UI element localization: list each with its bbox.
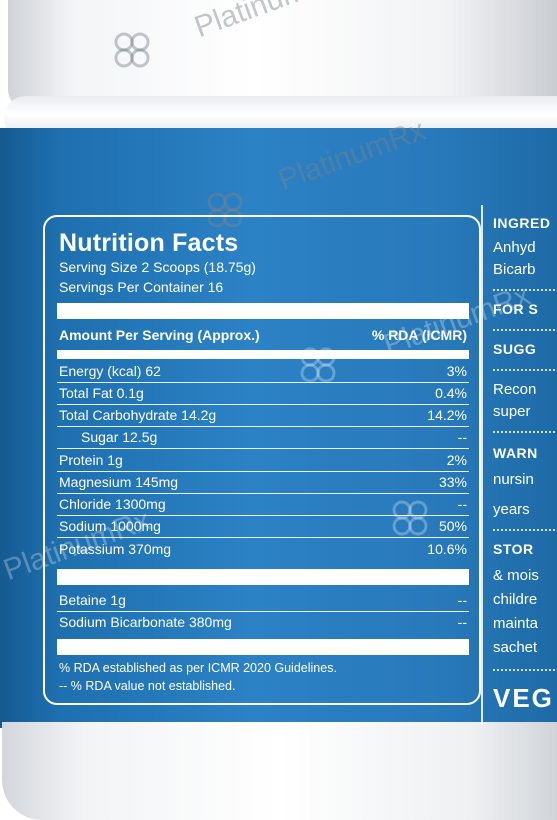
nutrient-name: Sodium Bicarbonate 380mg <box>59 614 232 630</box>
nutrient-row: Protein 1g 2% <box>59 452 469 472</box>
nutrient-row: Sodium 1000mg 50% <box>59 518 469 538</box>
watermark-logo-icon <box>114 32 150 68</box>
nutrient-name: Magnesium 145mg <box>59 474 179 490</box>
nutrient-name: Protein 1g <box>59 452 123 468</box>
dotted-divider <box>493 289 557 291</box>
nutrient-row: Energy (kcal) 62 3% <box>59 363 469 383</box>
nutrient-rda: 10.6% <box>427 541 467 557</box>
nutrient-rda: 14.2% <box>427 407 467 423</box>
thick-divider <box>57 639 469 655</box>
row-divider <box>57 382 469 383</box>
dotted-divider <box>493 329 557 331</box>
column-header: Amount Per Serving (Approx.) % RDA (ICMR… <box>59 327 469 343</box>
nutrient-rda: -- <box>457 592 467 608</box>
row-divider <box>57 537 469 538</box>
suggested-use-text: super <box>493 403 531 420</box>
row-divider <box>57 493 469 494</box>
nutrient-name: Energy (kcal) 62 <box>59 363 161 379</box>
nutrient-rda: 33% <box>438 474 467 490</box>
footnote-not-established: -- % RDA value not established. <box>59 679 236 693</box>
nutrient-rda: 2% <box>446 452 467 468</box>
storage-text: sachet <box>493 639 538 656</box>
nutrient-row: Total Carbohydrate 14.2g 14.2% <box>59 407 469 427</box>
watermark-logo-icon <box>392 500 428 536</box>
footnote-rda: % RDA established as per ICMR 2020 Guide… <box>59 661 337 675</box>
rda-header: % RDA (ICMR) <box>371 327 467 343</box>
storage-heading: STOR <box>493 541 534 557</box>
dotted-divider <box>493 369 557 371</box>
thick-divider <box>57 569 469 585</box>
row-divider <box>57 515 469 516</box>
jar-lid <box>8 0 557 108</box>
servings-per-container: Servings Per Container 16 <box>59 279 224 295</box>
nutrition-title: Nutrition Facts <box>59 229 239 257</box>
storage-text: mainta <box>493 615 539 632</box>
dotted-divider <box>493 431 557 433</box>
thick-divider <box>57 303 469 319</box>
nutrient-rda: -- <box>457 429 467 445</box>
row-divider <box>57 471 469 472</box>
suggested-use-text: Recon <box>493 381 537 398</box>
nutrient-name: Sugar 12.5g <box>81 429 158 445</box>
nutrient-row: Total Fat 0.1g 0.4% <box>59 385 469 405</box>
for-heading: FOR S <box>493 301 539 317</box>
jar-label <box>0 128 557 728</box>
side-divider <box>481 205 483 725</box>
nutrient-row: Magnesium 145mg 33% <box>59 474 469 494</box>
nutrition-facts-panel: Nutrition Facts Serving Size 2 Scoops (1… <box>43 215 481 705</box>
nutrient-name: Chloride 1300mg <box>59 496 166 512</box>
ingredients-text: Bicarb <box>493 261 536 278</box>
nutrient-rda: -- <box>457 614 467 630</box>
serving-size: Serving Size 2 Scoops (18.75g) <box>59 259 256 275</box>
veg-mark: VEG <box>493 683 554 713</box>
storage-text: childre <box>493 591 538 608</box>
nutrient-row: Sodium Bicarbonate 380mg -- <box>59 614 469 634</box>
nutrient-name: Total Fat 0.1g <box>59 385 144 401</box>
nutrient-row: Betaine 1g -- <box>59 592 469 612</box>
row-divider <box>57 426 469 427</box>
nutrient-name: Potassium 370mg <box>59 541 172 557</box>
nutrient-name: Sodium 1000mg <box>59 518 161 534</box>
nutrient-row: Potassium 370mg 10.6% <box>59 541 469 561</box>
ingredients-heading: INGRED <box>493 215 551 231</box>
side-info-panel: INGRED Anhyd Bicarb FOR S SUGG Recon sup… <box>481 205 557 725</box>
watermark-logo-icon <box>207 192 243 228</box>
warning-heading: WARN <box>493 445 538 461</box>
warning-text: years <box>493 501 530 518</box>
nutrient-rda: 50% <box>438 518 467 534</box>
dotted-divider <box>493 529 557 531</box>
ingredients-text: Anhyd <box>493 239 536 256</box>
row-divider <box>57 611 469 612</box>
warning-text: nursin <box>493 471 534 488</box>
medium-divider <box>57 350 469 359</box>
jar-bottom <box>2 722 557 820</box>
dotted-divider <box>493 669 557 671</box>
suggested-use-heading: SUGG <box>493 341 537 357</box>
nutrient-name: Betaine 1g <box>59 592 126 608</box>
nutrient-rda: 3% <box>446 363 467 379</box>
nutrient-row: Chloride 1300mg -- <box>59 496 469 516</box>
storage-text: & mois <box>493 567 539 584</box>
nutrient-row: Sugar 12.5g -- <box>59 429 469 449</box>
amount-header: Amount Per Serving (Approx.) <box>59 327 260 343</box>
nutrient-rda: -- <box>457 496 467 512</box>
nutrient-rda: 0.4% <box>435 385 467 401</box>
nutrient-name: Total Carbohydrate 14.2g <box>59 407 217 423</box>
row-divider <box>57 448 469 449</box>
row-divider <box>57 404 469 405</box>
